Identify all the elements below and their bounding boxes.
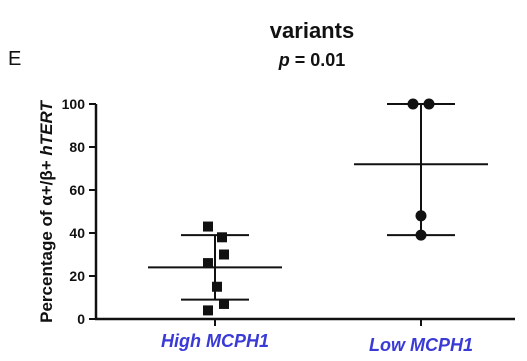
y-tick-label: 40 <box>69 225 85 241</box>
data-point-circle <box>415 229 427 241</box>
data-point-square <box>219 249 229 260</box>
y-tick-label: 20 <box>69 268 85 284</box>
chart-title: variants <box>270 18 354 43</box>
data-point-circle <box>423 98 435 110</box>
data-point-square <box>219 298 229 309</box>
y-axis-label: Percentage of α+/β+ hTERT <box>37 100 56 323</box>
data-point-square <box>212 281 222 292</box>
panel-label: E <box>8 48 21 70</box>
data-point-square <box>203 305 213 316</box>
y-axis-label-main: Percentage of α+/β+ <box>37 156 56 323</box>
data-point-circle <box>407 98 419 110</box>
p-value-text: = 0.01 <box>290 50 346 70</box>
marks <box>148 98 488 316</box>
p-symbol: p <box>278 50 290 70</box>
data-point-square <box>203 221 213 232</box>
y-axis-label-gene: hTERT <box>37 100 56 156</box>
p-value: p = 0.01 <box>278 50 346 70</box>
data-point-square <box>217 232 227 243</box>
axes: 0 20 40 60 80 100 <box>62 96 515 327</box>
category-label: High MCPH1 <box>161 331 269 351</box>
y-tick-label: 100 <box>62 96 86 112</box>
data-point-circle <box>415 210 427 222</box>
y-tick-label: 0 <box>77 311 85 327</box>
data-point-square <box>203 258 213 269</box>
y-tick-label: 80 <box>69 139 85 155</box>
y-tick-label: 60 <box>69 182 85 198</box>
category-labels: High MCPH1 Low MCPH1 <box>161 331 473 355</box>
category-label: Low MCPH1 <box>369 335 473 355</box>
